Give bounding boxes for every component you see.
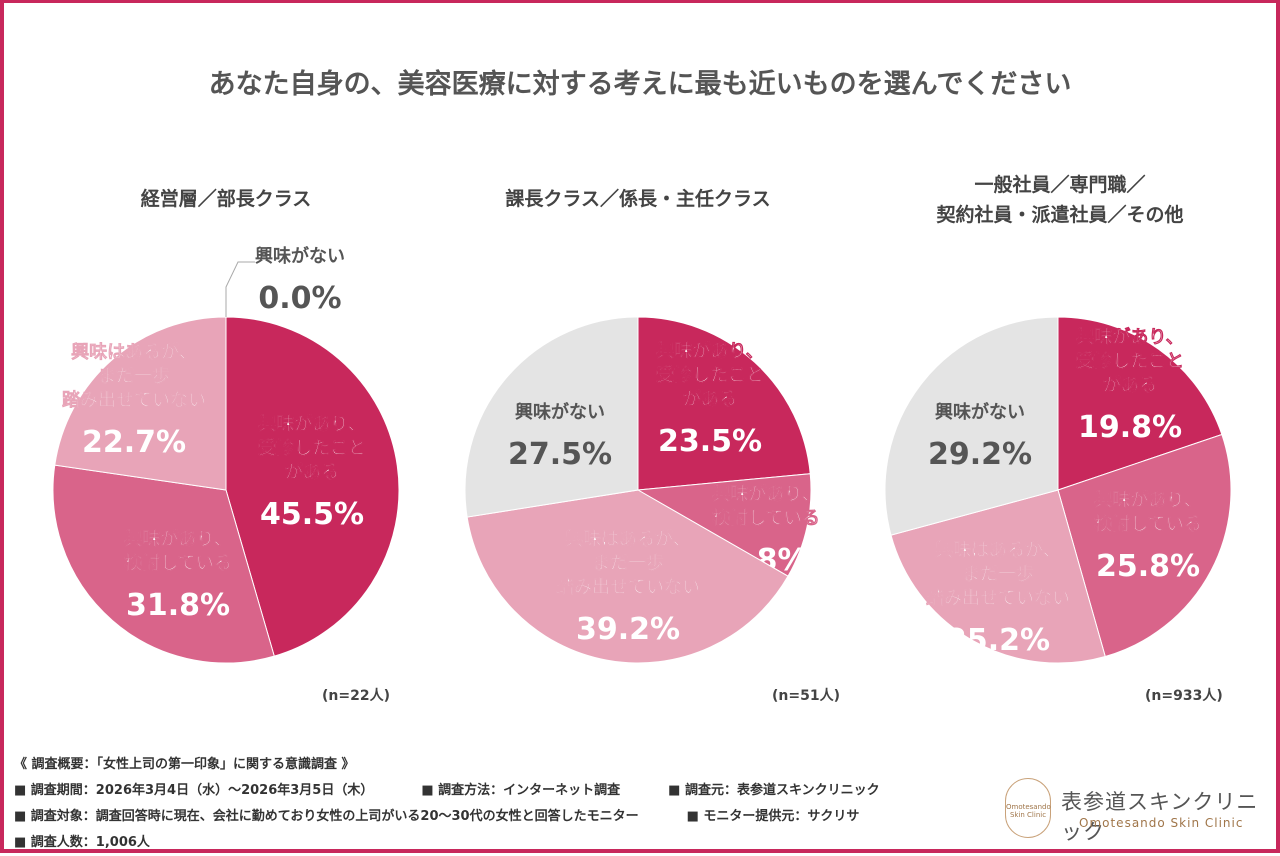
pie-2-value-3: 39.2%: [576, 612, 680, 647]
pie-1-label-1: 受診したこと: [258, 437, 366, 459]
pie-2-label-3: 踏み出せていない: [556, 576, 700, 598]
logo-jp: 表参道スキンクリニック: [1061, 790, 1259, 844]
survey-heading: 《 調査概要：「女性上司の第一印象」に関する意識調査 》: [14, 757, 355, 772]
pie-2-label-1: 興味があり、: [656, 340, 763, 362]
pie-3-n: (n=933人): [1145, 688, 1223, 704]
pie-3-value-4: 29.2%: [928, 437, 1032, 472]
pie-2-label-2: 興味があり、: [712, 483, 819, 505]
pie-3-value-2: 25.8%: [1096, 549, 1200, 584]
pie-3-label-1: がある: [1103, 374, 1157, 396]
pie-3-label-3: 踏み出せていない: [926, 587, 1070, 609]
survey-method: ■ 調査方法：インターネット調査: [421, 783, 621, 798]
pie-1-slice-3: [54, 316, 227, 491]
pie-1-leader-line: [225, 261, 255, 317]
pie-3-value-1: 19.8%: [1078, 410, 1182, 445]
pie-2-value-4: 27.5%: [508, 437, 612, 472]
pie-2-label-4: 興味がない: [515, 401, 605, 423]
logo-badge: Omotesando Skin Clinic: [1005, 778, 1051, 838]
chart-title: あなた自身の、美容医療に対する考えに最も近いものを選んでください: [208, 69, 1072, 100]
survey-target: ■ 調査対象：調査回答時に現在、会社に勤めており女性の上司がいる20～30代の女…: [14, 809, 639, 824]
survey-count: ■ 調査人数：1,006人: [14, 835, 150, 850]
pie-3-label-3: まだ一歩: [962, 564, 1034, 585]
survey-provider: ■ モニター提供元：サクリサ: [686, 809, 860, 824]
pie-2-value-1: 23.5%: [658, 424, 762, 459]
pie-1-value-4: 0.0%: [258, 281, 341, 316]
pie-2-slice-1: [637, 316, 811, 491]
pie-2-label-3: 興味はあるが、: [565, 528, 691, 550]
survey-period: ■ 調査期間：2026年3月4日（水）～2026年3月5日（木）: [14, 783, 374, 798]
pie-2-slice-3: [466, 489, 789, 664]
pie-2-title: 課長クラス／係長・主任クラス: [505, 188, 771, 210]
pie-3-label-1: 受診したこと: [1076, 350, 1184, 372]
pie-1-label-3: 興味はあるが、: [71, 341, 197, 363]
pie-3-title-line2: 契約社員・派遣社員／その他: [936, 204, 1184, 226]
logo-en: Omotesando Skin Clinic: [1079, 816, 1244, 830]
pie-2-label-1: がある: [683, 388, 737, 410]
pie-2-label-1: 受診したこと: [656, 364, 764, 386]
pie-2-slice-2: [636, 473, 812, 577]
pie-3-label-2: 検討している: [1094, 513, 1201, 535]
pie-3-slice-4: [884, 316, 1059, 536]
pie-3-slice-1: [1057, 316, 1223, 491]
pie-3-label-2: 興味があり、: [1094, 489, 1201, 511]
pie-3-slice-3: [890, 489, 1106, 664]
pie-2-n: (n=51人): [772, 688, 840, 704]
pie-3-value-3: 25.2%: [946, 623, 1050, 658]
pie-1-slice-1: [225, 316, 400, 657]
pie-3-label-1: 興味があり、: [1076, 326, 1183, 348]
pie-1-n: (n=22人): [322, 688, 390, 704]
pie-3-title: 一般社員／専門職／ 契約社員・派遣社員／その他: [880, 170, 1240, 230]
pie-1-label-1: 興味があり、: [258, 413, 365, 435]
pie-3-label-4: 興味がない: [935, 401, 1025, 423]
pie-1-value-1: 45.5%: [260, 497, 364, 532]
pie-1-label-1: がある: [285, 461, 339, 483]
survey-source: ■ 調査元：表参道スキンクリニック: [668, 783, 880, 798]
pie-1-value-2: 31.8%: [126, 588, 230, 623]
pie-2-label-3: まだ一歩: [592, 553, 664, 574]
pie-1-value-3: 22.7%: [82, 425, 186, 460]
survey-summary: 《 調査概要：「女性上司の第一印象」に関する意識調査 》 ■ 調査期間：2026…: [14, 752, 928, 856]
pie-1-label-2: 興味があり、: [124, 528, 231, 550]
pie-1-label-2: 検討している: [124, 552, 231, 574]
pie-3-title-line1: 一般社員／専門職／: [974, 174, 1146, 196]
pie-3-slice-2: [1057, 433, 1232, 658]
pie-1-label-4: 興味がない: [255, 245, 345, 267]
pie-2-label-2: 検討している: [712, 507, 819, 529]
clinic-logo: Omotesando Skin Clinic 表参道スキンクリニック Omote…: [1005, 778, 1265, 844]
pie-1-slice-2: [52, 464, 275, 664]
pie-2-slice-4: [464, 316, 639, 518]
pie-1-label-3: まだ一歩: [98, 366, 170, 387]
pie-1-label-3: 踏み出せていない: [62, 389, 206, 411]
pie-3-label-3: 興味はあるが、: [935, 539, 1061, 561]
pie-1-title: 経営層／部長クラス: [140, 188, 312, 210]
